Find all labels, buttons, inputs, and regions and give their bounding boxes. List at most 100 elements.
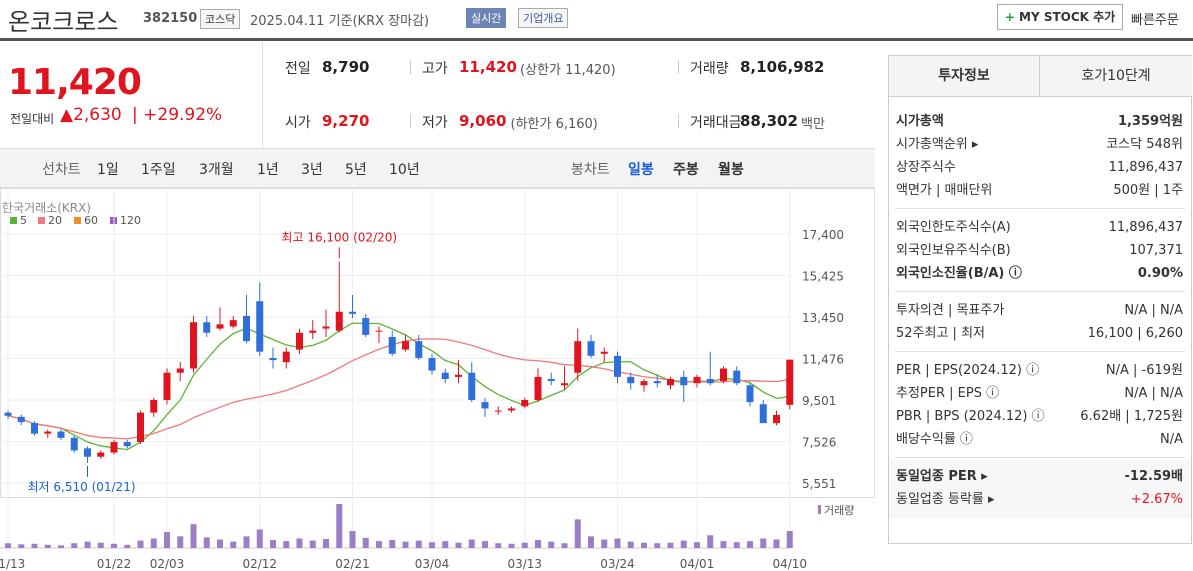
x-tick-label: 02/21 xyxy=(335,557,370,571)
info-row: 시가총액순위 ▸ 코스닥 548위 xyxy=(896,134,1183,156)
info-label: 시가총액순위 ▸ xyxy=(896,137,979,152)
volume-bar xyxy=(548,541,555,548)
info-row: PER | EPS(2024.12) ⓘ N/A | -619원 xyxy=(896,360,1183,382)
section-divider xyxy=(895,351,1185,352)
volume-bar xyxy=(508,543,515,548)
period-button[interactable]: 5년 xyxy=(345,162,367,178)
candle-body xyxy=(402,341,409,350)
volume-bar xyxy=(230,541,237,548)
info-label: 투자의견 | 목표주가 xyxy=(896,303,1005,318)
moving-average xyxy=(7,338,790,440)
info-row: 52주최고 | 최저 16,100 | 6,260 xyxy=(896,323,1183,345)
volume-bar xyxy=(323,538,329,548)
period-button[interactable]: 3개월 xyxy=(199,162,234,178)
candle-body xyxy=(720,368,727,382)
candle-body xyxy=(375,330,383,332)
info-value: 0.90% xyxy=(1137,266,1183,281)
info-label: PBR | BPS (2024.12) ⓘ xyxy=(896,409,1045,424)
tab[interactable]: 투자정보 xyxy=(889,56,1039,97)
period-button[interactable]: 1년 xyxy=(257,162,279,178)
info-value: 11,896,437 xyxy=(1108,160,1183,175)
volume-bar xyxy=(429,542,435,548)
volume-bar xyxy=(97,542,104,548)
line-chart-label: 선차트 xyxy=(42,162,81,178)
volume-bar xyxy=(614,538,621,548)
volume-bar xyxy=(601,539,608,548)
tab[interactable]: 호가10단계 xyxy=(1039,56,1192,97)
volume-bar xyxy=(376,541,382,548)
quote-value: 9,060 xyxy=(459,112,507,130)
candle-body xyxy=(786,359,794,405)
info-value: 11,896,437 xyxy=(1108,220,1183,235)
quote-extra: 백만 xyxy=(801,117,825,132)
candle-body xyxy=(600,351,608,354)
volume-bar xyxy=(627,541,634,548)
info-row: 외국인보유주식수(B) 107,371 xyxy=(896,240,1183,262)
realtime-button[interactable]: 실시간 xyxy=(466,8,507,28)
volume-bar xyxy=(760,538,767,548)
info-label: 동일업종 등락률 ▸ xyxy=(896,492,995,507)
volume-bar xyxy=(482,541,488,548)
candle-body xyxy=(441,372,449,379)
candle-body xyxy=(746,385,754,403)
base-date: 2025.04.11 기준(KRX 장마감) xyxy=(250,14,430,29)
candle-body xyxy=(150,400,158,413)
volume-bar xyxy=(18,544,25,548)
quick-order[interactable]: 빠른주문 xyxy=(1131,13,1179,28)
candle-body xyxy=(388,336,396,354)
period-button[interactable]: 10년 xyxy=(389,162,420,178)
source-label: 한국거래소(KRX) xyxy=(2,201,91,215)
info-value: 16,100 | 6,260 xyxy=(1087,326,1183,341)
divider xyxy=(678,60,679,74)
volume-bar xyxy=(654,543,661,548)
quote-label: 전일 xyxy=(285,61,311,77)
period-button[interactable]: 1일 xyxy=(97,162,119,178)
overview-dropdown[interactable]: 기업개요 xyxy=(518,8,569,28)
volume-bar xyxy=(111,543,117,548)
info-row: 추정PER | EPS ⓘ N/A | N/A xyxy=(896,383,1183,405)
volume-bar xyxy=(31,543,38,548)
quote-label: 저가 xyxy=(422,115,448,131)
y-tick-label: 11,476 xyxy=(802,352,844,366)
y-tick-label: 9,501 xyxy=(802,394,836,408)
y-tick-label: 13,450 xyxy=(802,311,844,325)
info-label: 배당수익률 ⓘ xyxy=(896,432,973,447)
mystock-button[interactable]: + MY STOCK 추가 xyxy=(997,4,1123,30)
candle-body xyxy=(31,423,38,434)
volume-bar xyxy=(124,544,131,548)
change-rate: | +29.92% xyxy=(132,105,223,125)
candle-body xyxy=(176,368,184,373)
candle-body xyxy=(547,378,555,382)
period-button[interactable]: 3년 xyxy=(301,162,323,178)
candle-button[interactable]: 일봉 xyxy=(628,162,654,178)
quote-extra: (상한가 11,420) xyxy=(520,63,616,78)
candle-body xyxy=(269,357,277,361)
volume-bar xyxy=(415,540,422,548)
info-value: +2.67% xyxy=(1130,492,1183,507)
stock-code: 382150 xyxy=(143,11,198,26)
info-row: 배당수익률 ⓘ N/A xyxy=(896,429,1183,451)
volume-bar xyxy=(667,542,674,548)
volume-bar xyxy=(71,543,78,548)
chart: 한국거래소(KRX)5 20 60 120 17,400 15,425 13,450 11,4… xyxy=(0,188,875,571)
info-value: 코스닥 548위 xyxy=(1106,137,1183,152)
candle-body xyxy=(759,404,767,424)
legend-label: 120 xyxy=(120,214,141,227)
quote-extra: (하한가 6,160) xyxy=(510,117,598,132)
volume-bar xyxy=(137,540,144,548)
candle-body xyxy=(229,320,237,327)
candle-body xyxy=(243,315,250,342)
volume-bar xyxy=(535,540,541,548)
legend-label: 5 xyxy=(20,214,27,227)
period-button[interactable]: 1주일 xyxy=(141,162,176,178)
x-tick-label: 03/24 xyxy=(600,557,635,571)
x-tick-label: 02/03 xyxy=(150,557,185,571)
info-label: 상장주식수 xyxy=(896,160,956,175)
volume-bar xyxy=(283,541,290,548)
quote-label: 거래대금 xyxy=(690,115,742,131)
quote-label: 시가 xyxy=(285,115,311,131)
candle-button[interactable]: 월봉 xyxy=(718,162,744,178)
candle-button[interactable]: 주봉 xyxy=(673,162,699,178)
volume-bar xyxy=(561,543,568,548)
candle-body xyxy=(110,442,118,453)
